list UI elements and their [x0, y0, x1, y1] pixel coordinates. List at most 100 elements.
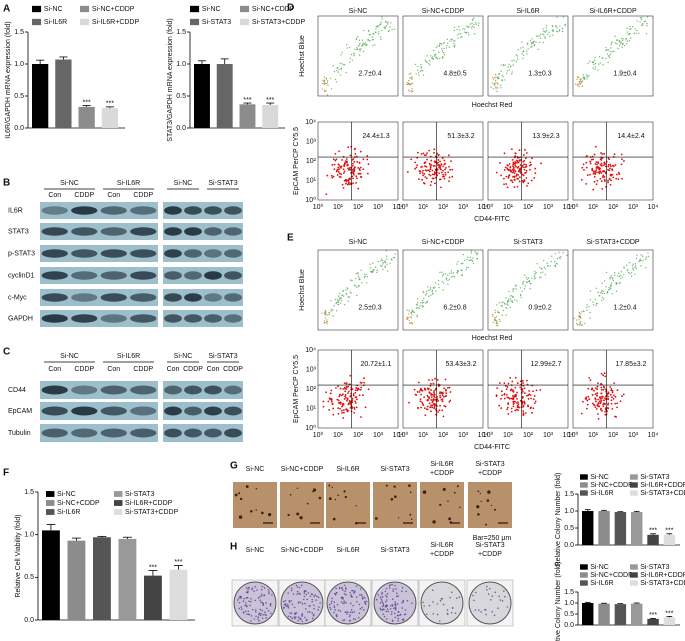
sp-dot — [334, 298, 337, 301]
sp-dot — [416, 302, 419, 304]
sp-dot — [423, 301, 425, 304]
marker-dot — [592, 172, 595, 175]
sp-dot — [532, 42, 534, 44]
dish-colony — [260, 595, 263, 597]
blot-band — [100, 227, 127, 236]
marker-dot — [440, 168, 442, 171]
legend-label: Si-NC+CDDP — [92, 6, 135, 13]
marker-dot — [495, 171, 498, 174]
dish-colony — [300, 584, 303, 587]
sp-dot — [601, 292, 604, 295]
sp-dot — [444, 273, 447, 275]
sp-gate-dot — [497, 323, 499, 325]
sp-dot — [340, 74, 342, 76]
marker-dot — [613, 382, 616, 385]
colony — [487, 490, 491, 494]
marker-dot — [525, 379, 528, 382]
sp-dot — [511, 59, 513, 62]
marker-dot — [603, 180, 606, 182]
sp-dot — [332, 315, 334, 317]
sp-dot — [544, 274, 547, 276]
sp-dot — [586, 309, 588, 311]
dish-colony — [364, 602, 366, 604]
dish-colony — [254, 585, 257, 588]
sp-value: 1.2±0.4 — [613, 304, 636, 311]
marker-dot — [355, 406, 358, 409]
sp-dot — [450, 276, 453, 278]
sp-dot — [640, 259, 642, 262]
marker-dot — [604, 375, 607, 378]
sp-dot — [356, 48, 359, 51]
sp-dot — [429, 55, 432, 57]
dish — [326, 581, 370, 625]
sp-dot — [646, 22, 648, 25]
sp-dot — [339, 297, 342, 300]
dish-colony — [341, 587, 343, 590]
sp-dot — [358, 39, 361, 42]
y-tick-label: 1.0 — [176, 61, 186, 68]
marker-dot — [594, 397, 597, 400]
marker-dot — [430, 404, 433, 407]
marker-dot — [341, 411, 344, 414]
sp-gate-dot — [407, 313, 410, 315]
sp-dot — [454, 40, 456, 42]
sp-plot — [402, 15, 484, 97]
row-label: p-STAT3 — [8, 250, 35, 257]
sp-dot — [376, 271, 378, 274]
dish-colony — [260, 593, 263, 595]
sp-dot — [338, 297, 341, 299]
sp-dot — [586, 304, 588, 306]
marker-dot — [507, 169, 510, 172]
sp-dot — [427, 286, 429, 288]
sp-dot — [535, 272, 537, 274]
sp-dot — [536, 263, 538, 265]
marker-dot — [526, 394, 528, 397]
dish-colony — [343, 593, 346, 595]
sp-dot — [425, 60, 427, 63]
sp-gate-dot — [492, 315, 494, 317]
sp-dot — [471, 260, 474, 262]
sp-gate-dot — [325, 77, 327, 79]
marker-dot — [612, 176, 615, 179]
sp-dot — [350, 53, 353, 56]
legend-label: Si-STAT3+CDDP — [640, 490, 685, 497]
marker-dot — [442, 169, 444, 172]
sp-dot — [503, 64, 505, 67]
sp-dot — [615, 290, 618, 293]
marker-dot — [343, 409, 345, 411]
sp-dot — [611, 41, 613, 43]
sp-dot — [459, 36, 462, 39]
marker-dot — [346, 399, 348, 402]
sp-dot — [601, 289, 603, 292]
bar — [598, 603, 610, 625]
dish-colony — [338, 587, 341, 590]
marker-dot — [512, 175, 514, 178]
colony — [477, 513, 480, 516]
marker-dot — [601, 188, 604, 190]
dish-colony — [312, 617, 314, 620]
sp-dot — [330, 300, 332, 302]
sp-dot — [456, 263, 458, 265]
sp-gate-dot — [492, 88, 494, 90]
bar — [598, 511, 610, 545]
sp-gate-dot — [409, 77, 411, 79]
x-tick-label: 10³ — [373, 204, 384, 211]
sp-dot — [502, 309, 505, 312]
sp-dot — [369, 39, 371, 42]
sp-dot — [545, 26, 547, 29]
dish-colony — [258, 619, 260, 622]
sp-gate-dot — [495, 81, 497, 83]
dish-colony — [301, 603, 304, 605]
dish-colony — [342, 619, 344, 622]
blot-strip — [40, 289, 158, 306]
blot-band — [164, 249, 182, 258]
sp-gate-dot — [494, 317, 496, 319]
sp-dot — [508, 69, 510, 71]
sp-dot — [525, 276, 528, 279]
sp-dot — [377, 26, 379, 28]
sp-plot — [487, 249, 569, 331]
marker-dot — [532, 398, 535, 401]
marker-dot — [447, 154, 450, 157]
sp-dot — [635, 32, 637, 35]
